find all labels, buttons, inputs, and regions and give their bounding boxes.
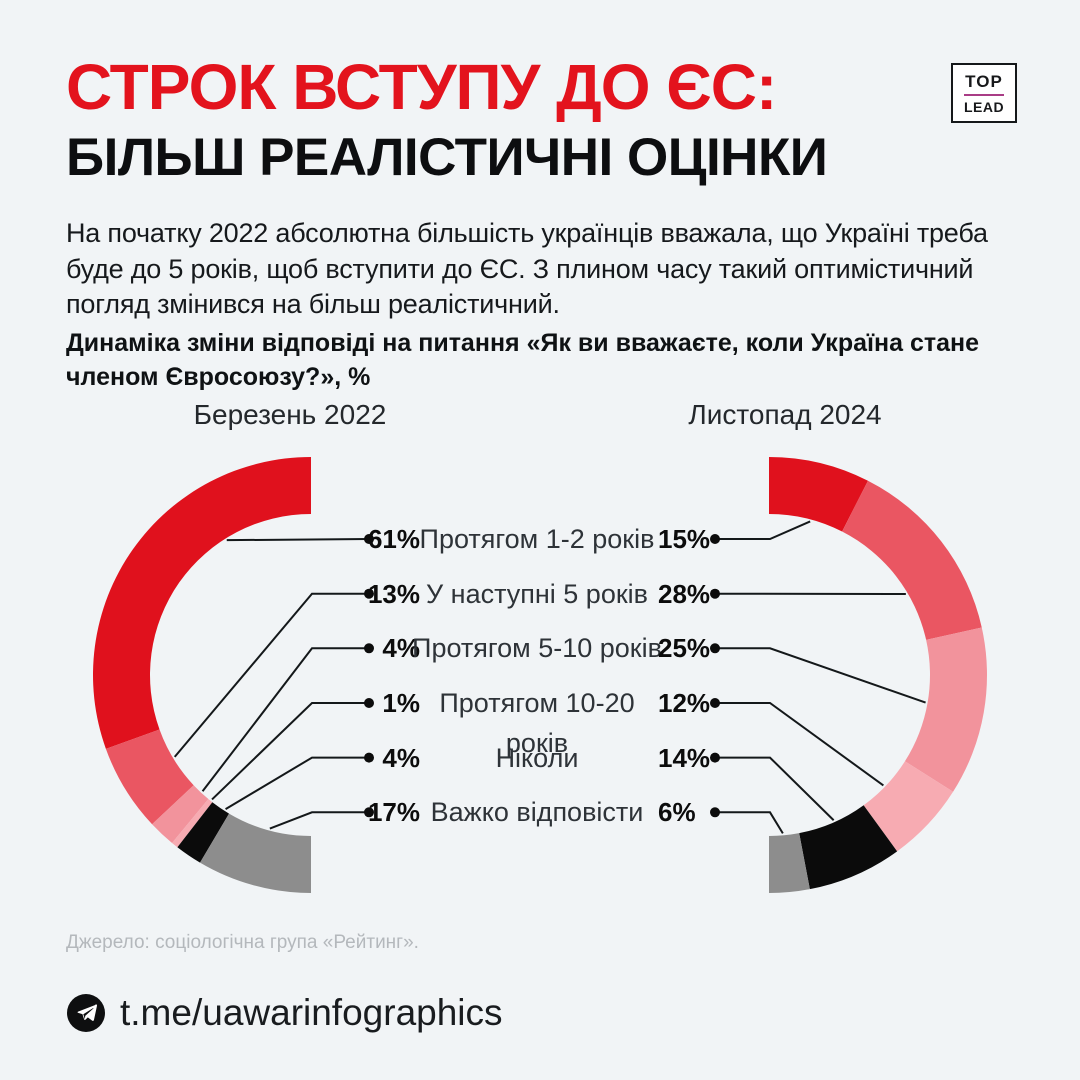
leader-line: [715, 520, 811, 540]
donut-right-segment-0: [769, 457, 868, 532]
donut-right-segment-2: [904, 627, 987, 792]
donut-left-segment-5: [200, 813, 311, 893]
source-note: Джерело: соціологічна група «Рейтинг».: [66, 932, 419, 953]
leader-line: [715, 811, 784, 834]
leader-line: [715, 702, 884, 787]
legend-right-value-0: 15%: [658, 524, 711, 554]
leader-bullet: [710, 588, 720, 599]
leader-line: [201, 647, 369, 792]
leader-bullet: [710, 534, 720, 544]
donut-left-segment-0: [93, 457, 311, 749]
donut-right-segment-1: [842, 480, 982, 640]
legend-left-value-5: 17%: [367, 797, 420, 828]
legend-right-value-2: 25%: [658, 633, 711, 664]
page-subtitle: БІЛЬШ РЕАЛІСТИЧНІ ОЦІНКИ: [66, 128, 828, 187]
logo-divider: [964, 93, 1004, 96]
legend-left-value-3: 1%: [382, 688, 420, 718]
leader-bullet: [710, 752, 720, 763]
footer: t.me/uawarinfographics: [66, 992, 503, 1034]
leader-bullet: [710, 643, 720, 654]
legend-category-5: Важко відповісти: [430, 797, 644, 828]
leader-line: [226, 538, 370, 542]
donut-left-title: Березень 2022: [193, 399, 387, 430]
donut-right-segment-5: [769, 833, 810, 893]
leader-line: [715, 756, 835, 821]
chart-question: Динаміка зміни відповіді на питання «Як …: [66, 329, 980, 391]
logo-lead-text: LEAD: [963, 98, 1005, 115]
legend-left-value-1: 13%: [367, 578, 420, 609]
legend-category-0: Протягом 1-2 років: [419, 524, 655, 554]
donut-left-segment-1: [105, 729, 194, 825]
telegram-handle[interactable]: t.me/uawarinfographics: [120, 992, 503, 1033]
telegram-icon: [67, 994, 105, 1032]
legend-right-value-5: 6%: [658, 797, 696, 828]
legend-left-value-0: 61%: [367, 524, 420, 554]
leader-bullet: [710, 698, 720, 708]
leader-bullet: [710, 807, 720, 818]
leader-line: [211, 702, 369, 801]
toplead-logo: TOP LEAD: [951, 63, 1017, 123]
donut-left-segment-3: [172, 799, 213, 848]
legend-right-value-1: 28%: [658, 578, 711, 609]
donut-right-segment-4: [799, 805, 898, 890]
intro-paragraph: На початку 2022 абсолютна більшість укра…: [66, 218, 988, 320]
donut-right-segment-3: [863, 761, 954, 852]
legend-category-3: Протягом 10-20 років: [439, 688, 635, 758]
leader-bullet: [364, 588, 374, 599]
page-title: СТРОК ВСТУПУ ДО ЄС:: [66, 51, 777, 123]
leader-line: [225, 756, 369, 810]
leader-bullet: [364, 534, 374, 544]
leader-bullet: [364, 698, 374, 708]
leader-bullet: [364, 752, 374, 763]
legend-right-value-3: 12%: [658, 688, 711, 718]
legend-right-value-4: 14%: [658, 742, 711, 773]
legend-category-2: Протягом 5-10 років: [412, 633, 662, 664]
leader-bullet: [364, 807, 374, 818]
donut-right-title: Листопад 2024: [688, 399, 882, 430]
leader-line: [715, 647, 926, 704]
donut-left-segment-4: [177, 802, 230, 863]
legend-category-1: У наступні 5 років: [426, 578, 648, 609]
leader-line: [173, 592, 369, 758]
logo-top-text: TOP: [965, 71, 1003, 91]
leader-bullet: [364, 643, 374, 654]
legend-left-value-2: 4%: [382, 633, 420, 664]
legend-category-4: Ніколи: [495, 742, 579, 773]
legend-left-value-4: 4%: [382, 742, 420, 773]
donut-left-segment-2: [152, 785, 209, 843]
leader-line: [269, 811, 369, 830]
